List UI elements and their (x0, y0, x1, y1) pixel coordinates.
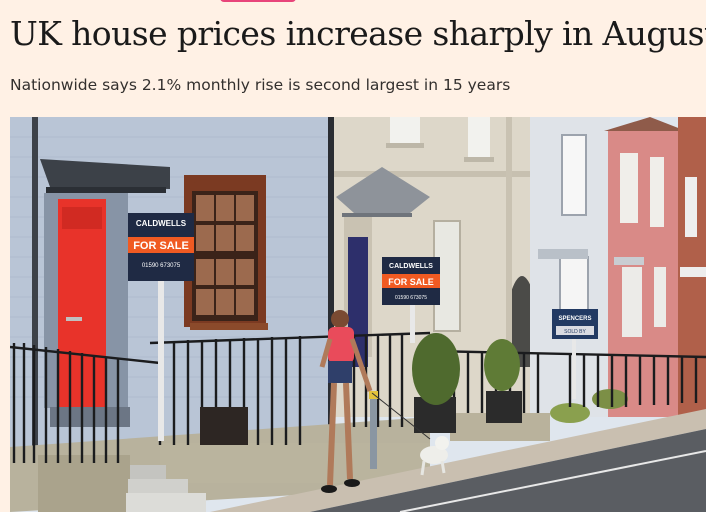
door-canopy (40, 159, 170, 189)
sign-middle-brand: CALDWELLS (389, 263, 433, 270)
sign-left-phone: 01590 673075 (142, 263, 181, 269)
standfirst: Nationwide says 2.1% monthly rise is sec… (10, 76, 511, 94)
drainpipe (328, 117, 334, 447)
sign-left-label: FOR SALE (133, 240, 189, 252)
pedestrian (319, 310, 373, 493)
sign-left-brand: CALDWELLS (136, 219, 187, 228)
sign-middle-label: FOR SALE (388, 277, 434, 287)
sign-middle-phone: 01590 673075 (395, 295, 427, 301)
porch-canopy (336, 167, 430, 213)
road (310, 429, 706, 512)
article-photo: CALDWELLS FOR SALE 01590 673075 CALDWELL… (10, 117, 706, 512)
white-dog (420, 436, 449, 476)
sign-right-brand: SPENCERS (558, 316, 591, 322)
section-tag[interactable] (220, 0, 296, 2)
headline: UK house prices increase sharply in Augu… (10, 14, 706, 53)
bollard (370, 397, 377, 469)
sign-right-label: SOLD BY (564, 329, 586, 335)
